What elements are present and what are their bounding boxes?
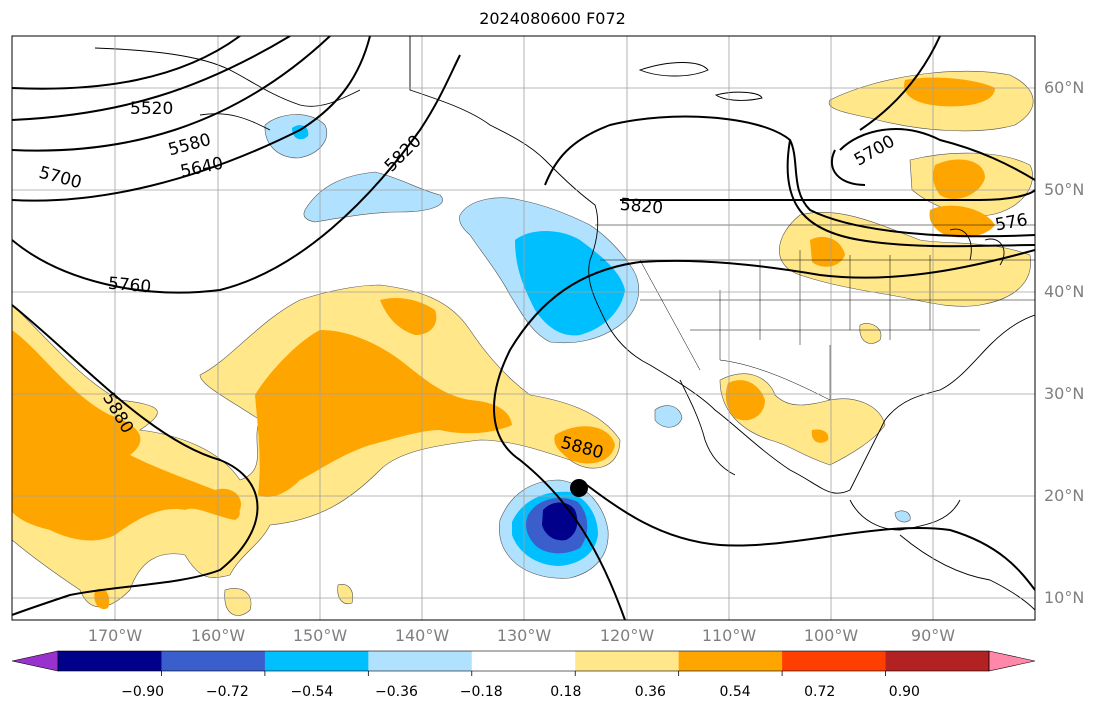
colorbar-tick-label: −0.54 — [290, 684, 334, 700]
colorbar-segment — [575, 651, 680, 671]
colorbar-tick-label: −0.90 — [121, 684, 165, 700]
lon-label-160w: 160°W — [190, 626, 246, 645]
lon-label-170w: 170°W — [87, 626, 143, 645]
lat-label-30n: 30°N — [1044, 384, 1085, 403]
colorbar-tick-label: 0.18 — [550, 684, 582, 700]
contour-label: 5520 — [130, 99, 173, 119]
colorbar-segment — [471, 651, 576, 671]
coastlines — [94, 36, 1035, 611]
contour-label: 5760 — [107, 274, 152, 298]
colorbar-tick-label: 0.36 — [634, 684, 666, 700]
storm-center-marker — [570, 479, 588, 497]
negative-anomaly-0.72-fill — [542, 502, 578, 541]
colorbar-tick-label: −0.18 — [459, 684, 503, 700]
lat-label-60n: 60°N — [1044, 78, 1085, 97]
colorbar-segment — [678, 651, 783, 671]
positive-anomaly-0.36-fill — [12, 77, 995, 610]
height-contours — [12, 36, 1035, 620]
lat-label-20n: 20°N — [1044, 486, 1085, 505]
map-title: 2024080600 F072 — [479, 9, 626, 28]
colorbar-tick-label: −0.36 — [375, 684, 418, 700]
colorbar-tick-label: −0.72 — [205, 684, 249, 700]
lon-label-120w: 120°W — [599, 626, 655, 645]
colorbar-segment — [885, 651, 990, 671]
colorbar-segment — [58, 651, 162, 671]
colorbar-segment — [368, 651, 473, 671]
plot-frame — [11, 35, 1036, 621]
lon-label-90w: 90°W — [910, 626, 956, 645]
colorbar-tick-label: 0.72 — [804, 684, 836, 700]
contour-label: 5820 — [619, 195, 664, 219]
colorbar-tick-label: 0.54 — [719, 684, 751, 700]
lat-label-40n: 40°N — [1044, 282, 1085, 301]
colorbar-segment — [264, 651, 369, 671]
lon-label-100w: 100°W — [803, 626, 859, 645]
colorbar-segment — [782, 651, 887, 671]
lon-label-140w: 140°W — [394, 626, 450, 645]
lat-label-10n: 10°N — [1044, 588, 1085, 607]
lon-label-130w: 130°W — [496, 626, 552, 645]
colorbar-segment — [161, 651, 266, 671]
colorbar — [11, 650, 1036, 676]
lat-label-50n: 50°N — [1044, 180, 1085, 199]
colorbar-tick-label: 0.90 — [888, 684, 920, 700]
gridlines — [12, 36, 1035, 620]
lon-label-150w: 150°W — [292, 626, 348, 645]
lon-label-110w: 110°W — [701, 626, 757, 645]
